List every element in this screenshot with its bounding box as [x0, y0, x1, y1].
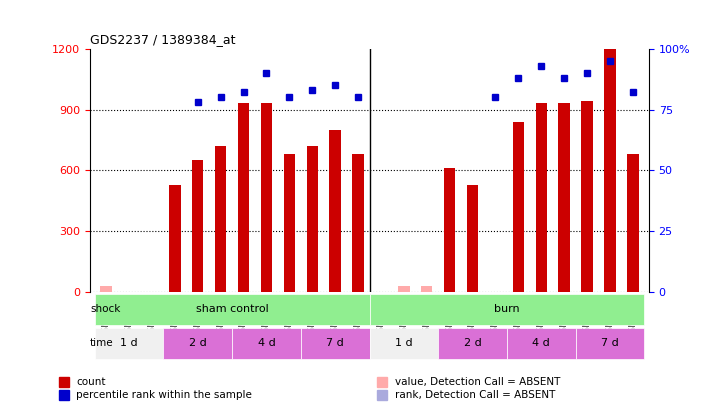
Text: GSM32432: GSM32432	[583, 295, 591, 336]
Bar	[513, 122, 524, 292]
FancyBboxPatch shape	[94, 328, 164, 359]
FancyBboxPatch shape	[438, 328, 507, 359]
Text: percentile rank within the sample: percentile rank within the sample	[76, 390, 252, 400]
Bar	[215, 146, 226, 292]
Text: 1 d: 1 d	[120, 339, 138, 348]
Text: GSM32422: GSM32422	[491, 295, 500, 336]
Bar	[192, 160, 203, 292]
Text: 4 d: 4 d	[532, 339, 550, 348]
Bar	[398, 286, 410, 292]
Bar	[559, 103, 570, 292]
FancyBboxPatch shape	[94, 294, 370, 325]
Text: GSM32425: GSM32425	[216, 295, 225, 336]
FancyBboxPatch shape	[507, 328, 575, 359]
Text: GSM32424: GSM32424	[193, 295, 203, 336]
Text: 2 d: 2 d	[189, 339, 207, 348]
Text: GSM32421: GSM32421	[468, 295, 477, 336]
Text: value, Detection Call = ABSENT: value, Detection Call = ABSENT	[395, 377, 560, 387]
Text: rank, Detection Call = ABSENT: rank, Detection Call = ABSENT	[395, 390, 555, 400]
Bar	[283, 154, 295, 292]
Text: GSM32431: GSM32431	[285, 295, 294, 336]
Bar	[169, 185, 180, 292]
Bar	[627, 154, 639, 292]
Bar	[536, 103, 547, 292]
Text: GSM32428: GSM32428	[559, 295, 569, 336]
FancyBboxPatch shape	[232, 328, 301, 359]
Bar	[100, 286, 112, 292]
Bar	[421, 286, 433, 292]
Text: shock: shock	[90, 304, 120, 314]
Bar	[238, 103, 249, 292]
Text: GSM32434: GSM32434	[629, 295, 637, 336]
Bar	[581, 101, 593, 292]
Text: GSM32420: GSM32420	[445, 295, 454, 336]
Text: GSM32415: GSM32415	[125, 295, 133, 336]
Text: GSM32437: GSM32437	[353, 295, 363, 336]
Text: time: time	[90, 339, 114, 348]
FancyBboxPatch shape	[164, 328, 232, 359]
Bar	[100, 286, 112, 292]
Bar	[329, 130, 341, 292]
Text: GSM32417: GSM32417	[376, 295, 386, 336]
Bar	[306, 146, 318, 292]
Text: GSM32429: GSM32429	[239, 295, 248, 336]
Text: GSM32426: GSM32426	[514, 295, 523, 336]
Text: 7 d: 7 d	[327, 339, 344, 348]
Bar	[353, 154, 364, 292]
Text: GSM32419: GSM32419	[423, 295, 431, 336]
Text: burn: burn	[494, 304, 520, 314]
Bar	[604, 49, 616, 292]
Text: sham control: sham control	[195, 304, 268, 314]
Text: 1 d: 1 d	[395, 339, 412, 348]
Text: GSM32418: GSM32418	[399, 295, 408, 336]
Text: GSM32427: GSM32427	[536, 295, 546, 336]
Text: GSM32416: GSM32416	[148, 295, 156, 336]
FancyBboxPatch shape	[301, 328, 370, 359]
FancyBboxPatch shape	[370, 294, 645, 325]
Text: GSM32435: GSM32435	[308, 295, 317, 336]
Text: 7 d: 7 d	[601, 339, 619, 348]
Text: GSM32433: GSM32433	[606, 295, 614, 336]
Text: GSM32436: GSM32436	[331, 295, 340, 336]
Text: GSM32423: GSM32423	[170, 295, 180, 336]
FancyBboxPatch shape	[575, 328, 645, 359]
Text: count: count	[76, 377, 105, 387]
Text: GDS2237 / 1389384_at: GDS2237 / 1389384_at	[90, 33, 236, 46]
Bar	[261, 103, 273, 292]
Bar	[466, 185, 478, 292]
Bar	[444, 168, 456, 292]
Text: GSM32414: GSM32414	[102, 295, 110, 336]
FancyBboxPatch shape	[370, 328, 438, 359]
Text: GSM32430: GSM32430	[262, 295, 271, 336]
Text: 2 d: 2 d	[464, 339, 482, 348]
Text: 4 d: 4 d	[257, 339, 275, 348]
